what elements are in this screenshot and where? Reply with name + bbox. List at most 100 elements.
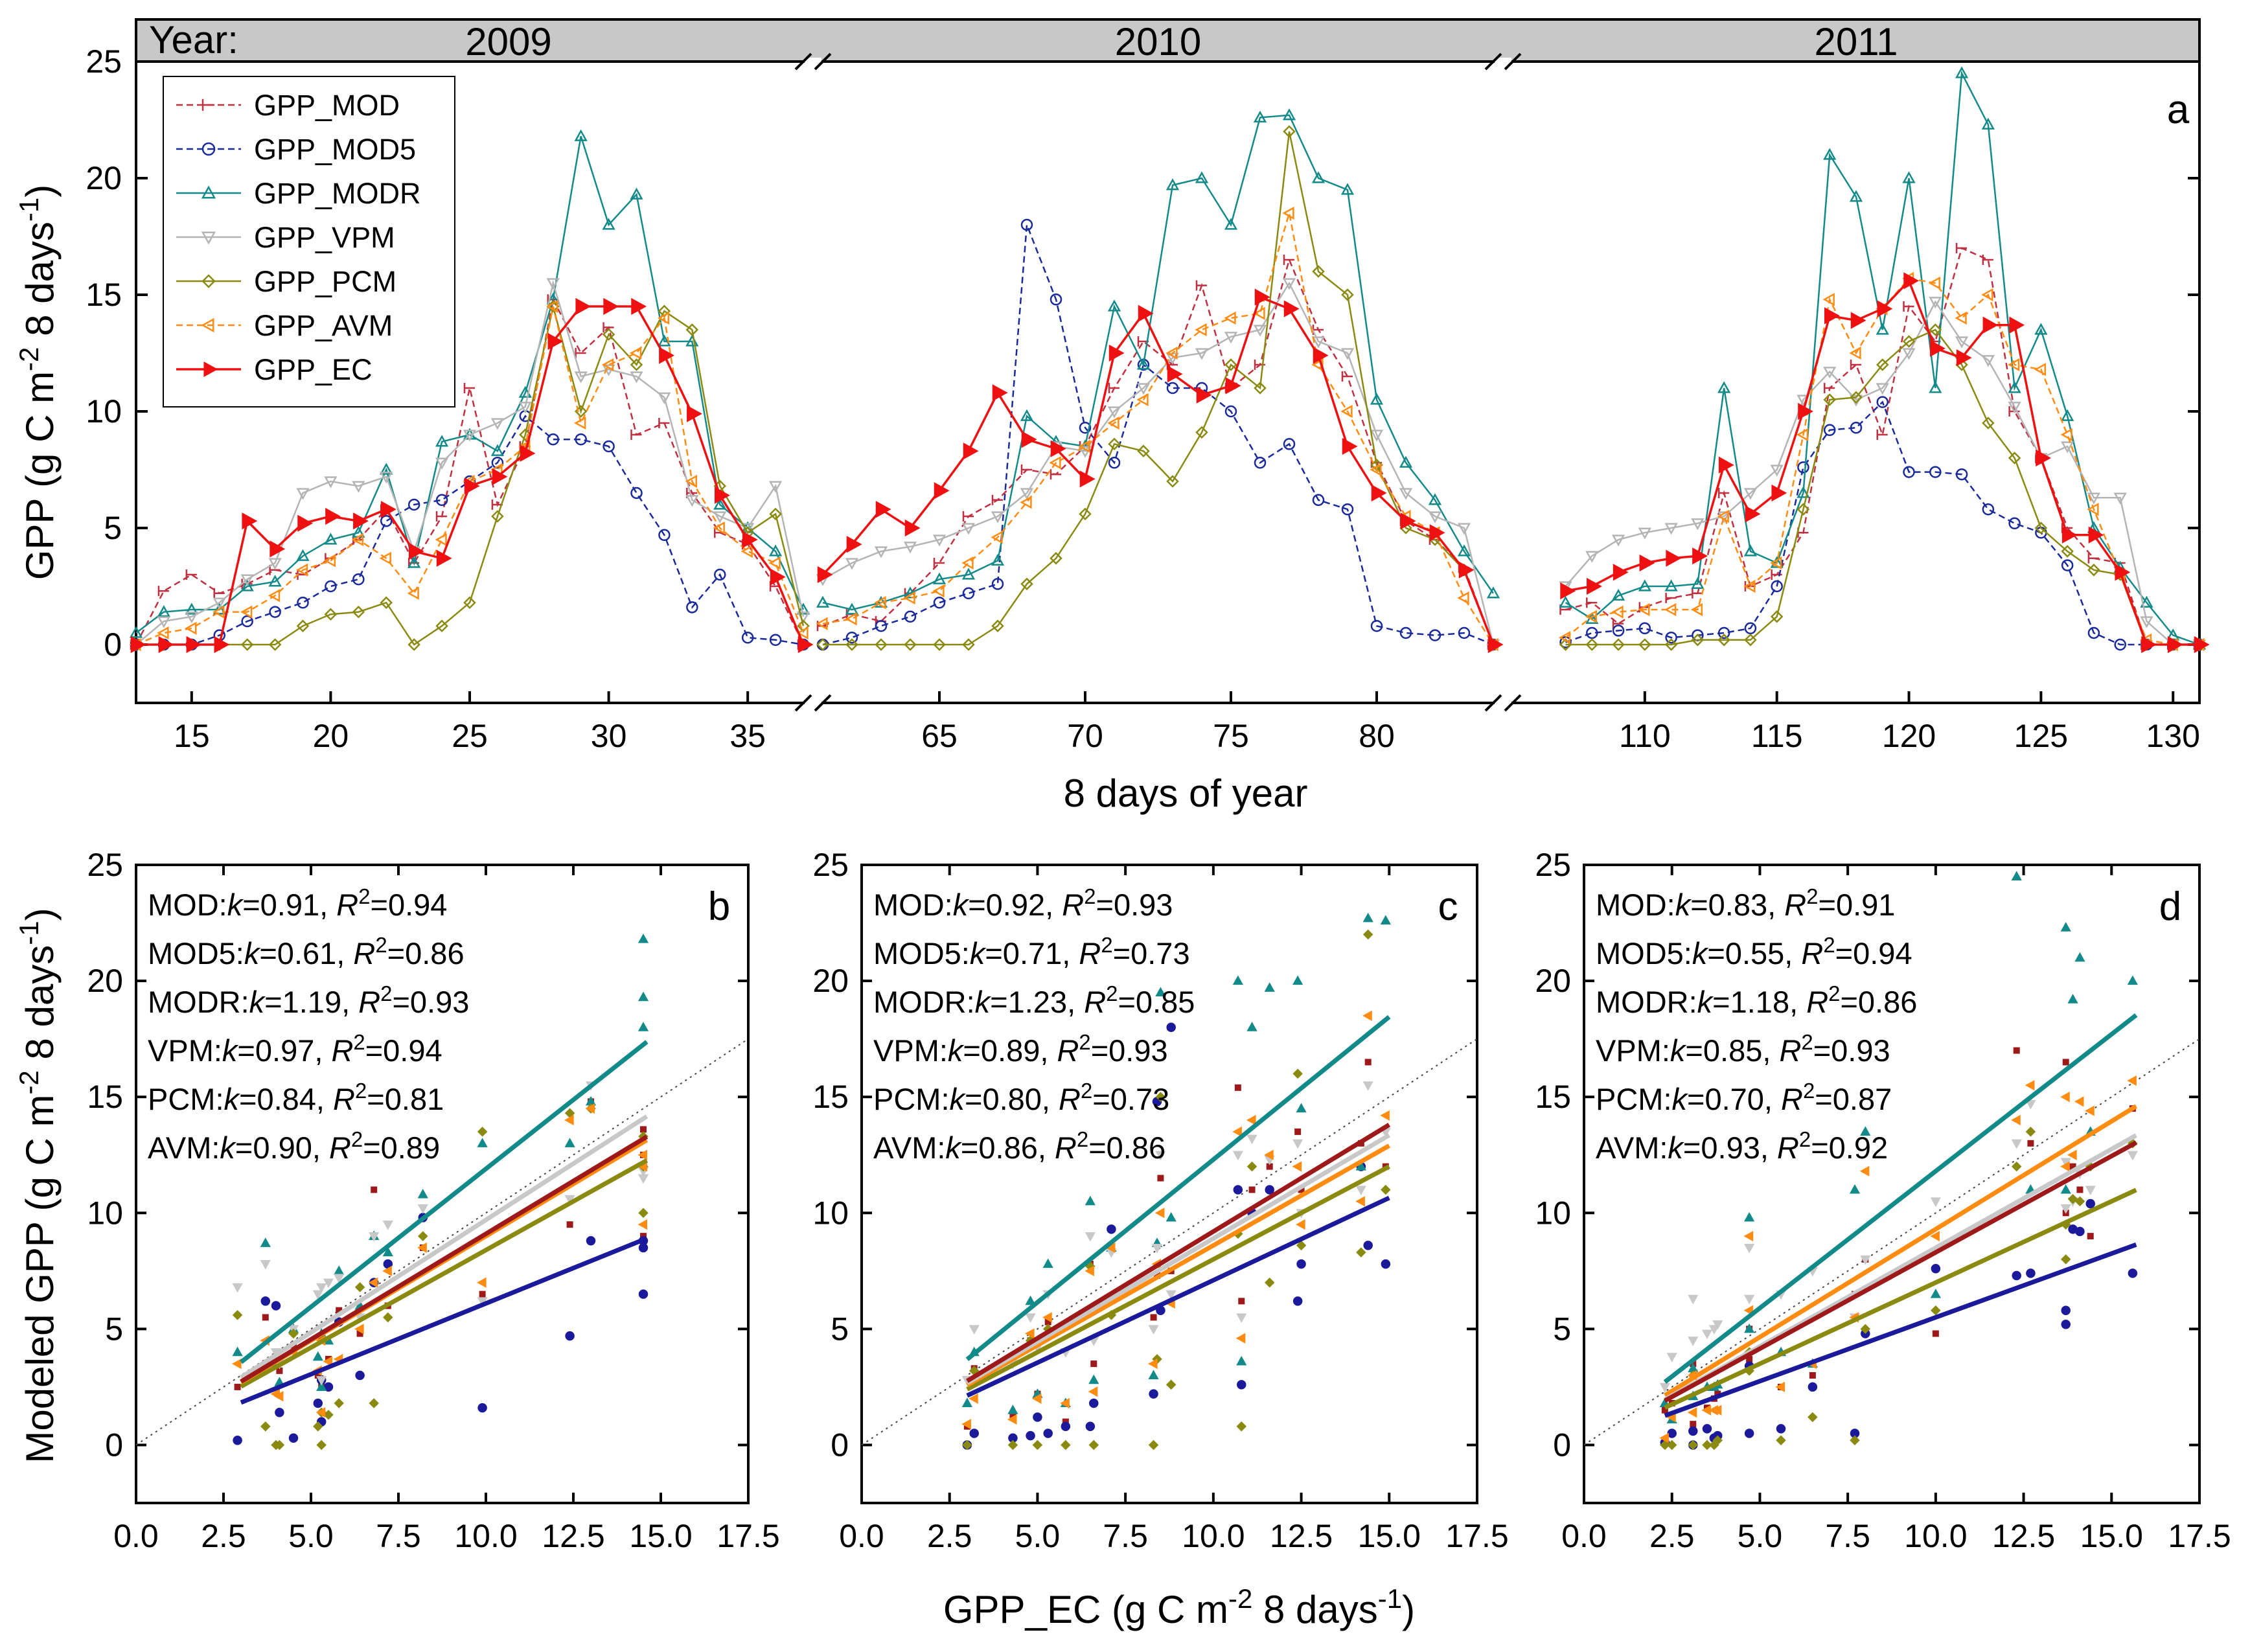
panel-d-stat-MODR: MODR:k=1.18, R2=0.86 bbox=[1596, 981, 1917, 1020]
panel-c-point-PCM bbox=[1007, 1440, 1018, 1451]
point-GPP_MOD5 bbox=[325, 580, 337, 593]
panel-b-stat-part: =1.19, bbox=[264, 985, 358, 1019]
panel-c-point-PCM bbox=[1381, 1184, 1391, 1195]
panel-d-point-VPM bbox=[2025, 1099, 2036, 1110]
panel-d-point-AVM bbox=[2060, 1161, 2070, 1172]
point-GPP_AVM bbox=[1955, 311, 1967, 325]
point-GPP_EC bbox=[1487, 636, 1504, 654]
panel-b-stat-part: k bbox=[224, 1082, 241, 1116]
point-GPP_PCM bbox=[1108, 437, 1121, 451]
panel-b-fit-MODR bbox=[239, 1040, 649, 1364]
point-GPP_MOD5 bbox=[1429, 629, 1441, 641]
panel-d-stat-part: =0.92 bbox=[1811, 1130, 1888, 1165]
point-GPP_MOD5 bbox=[1312, 494, 1325, 507]
panel-c-ytick-label: 25 bbox=[812, 847, 849, 883]
panel-b-stat-VPM: VPM:k=0.97, R2=0.94 bbox=[148, 1030, 442, 1068]
point-GPP_MODR bbox=[1611, 588, 1625, 601]
panel-c-stat-part: 2 bbox=[1101, 933, 1112, 957]
point-GPP_MODR bbox=[816, 595, 830, 608]
panel-c-stat-part: R bbox=[1057, 1033, 1079, 1068]
panel-c-stat-part: R bbox=[1055, 1130, 1077, 1165]
point-GPP_VPM bbox=[352, 481, 365, 493]
point-GPP_EC bbox=[687, 405, 702, 422]
panel-c-point-MOD bbox=[1234, 1084, 1241, 1091]
point-GPP_EC bbox=[242, 512, 258, 530]
panel-d-point-PCM bbox=[2060, 1254, 2071, 1265]
point-GPP_AVM bbox=[1224, 311, 1236, 325]
panel-c-point-AVM bbox=[1264, 1149, 1274, 1160]
panel-b-point-PCM bbox=[334, 1398, 344, 1408]
panel-b-point-PCM bbox=[477, 1127, 488, 1137]
point-GPP_EC bbox=[2088, 526, 2104, 544]
panel-d-stat-part: =0.70, bbox=[1687, 1082, 1781, 1116]
panel-c-stat-part: k bbox=[953, 888, 970, 922]
point-GPP_EC bbox=[1718, 456, 1734, 474]
point-GPP_PCM bbox=[658, 304, 671, 317]
panel-d-point-MOD bbox=[2076, 1186, 2084, 1193]
point-GPP_MODR bbox=[1929, 381, 1942, 393]
panel-b-stat-AVM: AVM:k=0.90, R2=0.89 bbox=[148, 1127, 440, 1165]
panel-b-stat-part: 2 bbox=[351, 1127, 363, 1151]
panel-b-point-VPM bbox=[232, 1283, 243, 1293]
point-GPP_AVM bbox=[713, 521, 725, 535]
panel-c-stat-part: MOD5: bbox=[873, 936, 970, 970]
point-GPP_AVM bbox=[991, 531, 1003, 544]
panel-d-point-MOD bbox=[1690, 1421, 1697, 1428]
panel-c-label: c bbox=[1438, 884, 1458, 929]
panel-d-point-MOD5 bbox=[1808, 1382, 1818, 1392]
panels-bcd-ylabel-part: Modeled GPP (g C m bbox=[18, 1095, 62, 1463]
point-GPP_VPM bbox=[546, 278, 560, 290]
panel-d-point-AVM bbox=[1687, 1407, 1697, 1418]
point-GPP_MOD5 bbox=[352, 573, 365, 586]
panel-d-frame bbox=[1583, 864, 2201, 1504]
panel-a-xtick-label: 115 bbox=[1751, 718, 1803, 754]
panel-b-point-VPM bbox=[382, 1221, 393, 1230]
panel-c-stat-part: 2 bbox=[1079, 1030, 1090, 1054]
panel-a-ytick-label: 0 bbox=[104, 626, 122, 663]
panel-b-stat-MODR: MODR:k=1.19, R2=0.93 bbox=[148, 981, 469, 1020]
panel-b-point-PCM bbox=[313, 1421, 323, 1432]
panel-d-stat-part: 2 bbox=[1806, 884, 1818, 908]
panel-b-stat-part: MOD5: bbox=[148, 936, 244, 970]
point-GPP_MOD5 bbox=[1823, 424, 1836, 437]
point-GPP_PCM bbox=[1050, 552, 1062, 565]
panel-d-point-MODR bbox=[2060, 922, 2071, 932]
point-GPP_EC bbox=[1587, 577, 1602, 595]
point-GPP_AVM bbox=[685, 474, 697, 488]
panel-c-point-MOD5 bbox=[1089, 1398, 1099, 1408]
point-GPP_MOD bbox=[1823, 383, 1835, 393]
panel-a-xtick-label: 80 bbox=[1359, 718, 1395, 754]
panel-d-point-AVM bbox=[1743, 1305, 1754, 1316]
point-GPP_EC bbox=[1021, 431, 1037, 448]
panel-c-point-MODR bbox=[1380, 915, 1391, 925]
panel-b-stat-part: R bbox=[331, 1033, 353, 1068]
panel-c-stat-MODR: MODR:k=1.23, R2=0.85 bbox=[873, 981, 1195, 1020]
legend-box bbox=[163, 76, 455, 407]
point-GPP_VPM bbox=[1253, 325, 1267, 337]
point-GPP_PCM bbox=[685, 323, 699, 336]
point-GPP_MOD5 bbox=[1341, 503, 1354, 516]
point-GPP_MODR bbox=[1559, 595, 1572, 608]
point-GPP_EC bbox=[715, 487, 730, 504]
panel-d-xtick-label: 5.0 bbox=[1738, 1518, 1783, 1554]
point-GPP_PCM bbox=[1585, 638, 1599, 651]
point-GPP_EC bbox=[1458, 561, 1475, 579]
point-GPP_MOD bbox=[2087, 553, 2099, 564]
point-GPP_VPM bbox=[1370, 430, 1384, 442]
panel-c-stat-part: R bbox=[1079, 936, 1101, 970]
panel-d-stat-part: AVM: bbox=[1596, 1130, 1668, 1165]
point-GPP_EC bbox=[1745, 505, 1761, 523]
point-GPP_AVM bbox=[1165, 346, 1178, 360]
point-GPP_MOD bbox=[1982, 255, 1993, 265]
point-GPP_MODR bbox=[1107, 299, 1121, 312]
panel-c-point-PCM bbox=[1155, 1092, 1166, 1102]
panel-c-xtick-label: 7.5 bbox=[1103, 1518, 1148, 1554]
panel-c-ytick-label: 0 bbox=[831, 1427, 849, 1463]
point-GPP_MOD5 bbox=[1586, 626, 1598, 639]
panel-b-point-MODR bbox=[260, 1237, 271, 1247]
panel-c-point-AVM bbox=[1235, 1333, 1246, 1344]
point-GPP_PCM bbox=[1254, 382, 1267, 395]
point-GPP_EC bbox=[2167, 636, 2183, 654]
point-GPP_VPM bbox=[1340, 348, 1355, 360]
panel-d-point-AVM bbox=[2085, 1105, 2095, 1116]
